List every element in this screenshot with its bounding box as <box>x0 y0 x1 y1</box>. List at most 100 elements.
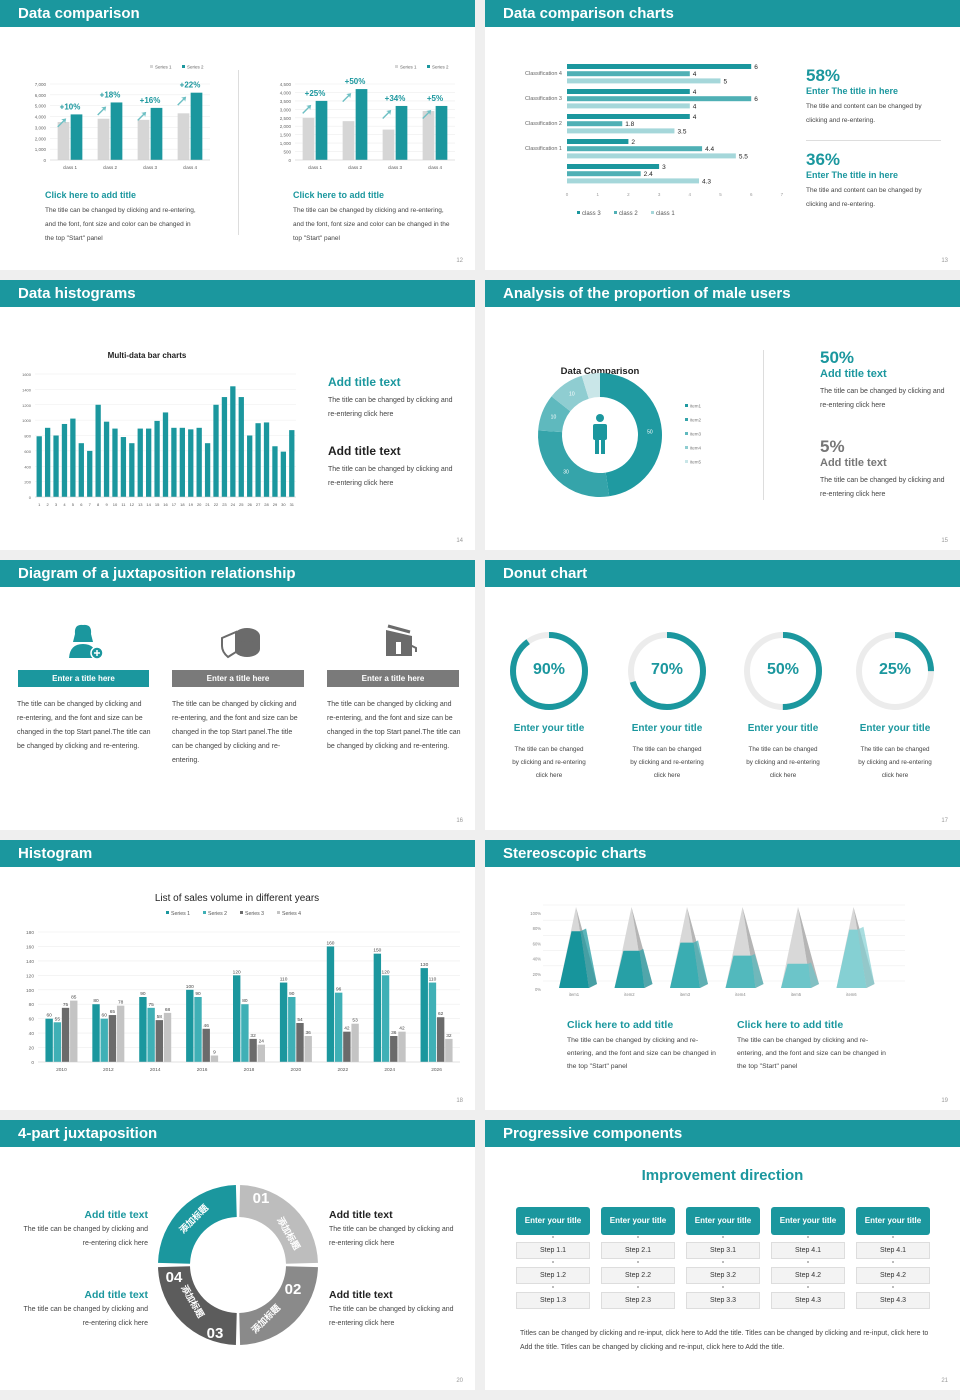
legend-label: item2 <box>690 418 702 423</box>
step-box[interactable]: Step 2.2 <box>601 1267 675 1284</box>
x-tick-label: 6 <box>750 192 753 197</box>
block-title[interactable]: Add title text <box>84 1289 148 1301</box>
y-tick-label: 6,000 <box>35 93 47 98</box>
data-label: 80 <box>93 998 99 1004</box>
stat-title[interactable]: Add title text <box>820 368 887 380</box>
ring-progress <box>510 632 588 710</box>
x-tick-label: 4 <box>63 502 66 507</box>
block-title[interactable]: Add title text <box>84 1209 148 1221</box>
column-title-button[interactable]: Enter your title <box>516 1207 590 1235</box>
pyramid-fill <box>559 931 589 988</box>
grouped-bar-chart: List of sales volume in different years S… <box>26 893 460 1073</box>
ring-text[interactable]: The title can be changed by clicking and… <box>512 746 586 779</box>
bar <box>188 429 194 497</box>
slide-title: 4-part juxtaposition <box>0 1120 475 1147</box>
step-box[interactable]: Step 4.1 <box>771 1242 845 1259</box>
title-bar-2[interactable]: Enter a title here <box>172 670 304 687</box>
block-title[interactable]: Click here to add title <box>567 1019 674 1031</box>
bar <box>213 404 219 497</box>
block-text[interactable]: The title can be changed by clicking and… <box>23 1226 148 1247</box>
divider <box>806 140 941 141</box>
stat-title[interactable]: Add title text <box>820 457 887 469</box>
step-box[interactable]: Step 2.1 <box>601 1242 675 1259</box>
block-text[interactable]: The title can be changed by clicking and… <box>329 1226 454 1247</box>
step-box[interactable]: Step 2.3 <box>601 1292 675 1309</box>
legend-swatch <box>614 211 617 214</box>
ring-title[interactable]: Enter your title <box>747 723 819 734</box>
column-title-button[interactable]: Enter your title <box>856 1207 930 1235</box>
block-text[interactable]: The title can be changed by clicking and… <box>737 1037 886 1070</box>
x-tick-label: 15 <box>155 502 160 507</box>
block-title[interactable]: Click here to add title <box>737 1019 844 1031</box>
x-tick-label: 14 <box>146 502 151 507</box>
block-text[interactable]: The title can be changed by clicking and… <box>329 1306 454 1327</box>
ring-text[interactable]: The title can be changed by clicking and… <box>746 746 820 779</box>
step-box[interactable]: Step 3.3 <box>686 1292 760 1309</box>
x-tick-label: 2020 <box>291 1067 302 1073</box>
column-title-button[interactable]: Enter your title <box>686 1207 760 1235</box>
bar <box>137 428 143 497</box>
stat-text[interactable]: The title and content can be changed by … <box>806 187 922 208</box>
ring-title[interactable]: Enter your title <box>859 723 931 734</box>
ring-text[interactable]: The title can be changed by clicking and… <box>858 746 932 779</box>
block-title[interactable]: Add title text <box>328 375 401 389</box>
step-box[interactable]: Step 3.1 <box>686 1242 760 1259</box>
connector-dot <box>722 1286 724 1288</box>
pyramid-fill-side <box>857 926 875 988</box>
legend-swatch <box>577 211 580 214</box>
growth-label: +50% <box>345 77 366 86</box>
block-text[interactable]: The title can be changed by clicking and… <box>23 1306 148 1327</box>
step-box[interactable]: Step 4.2 <box>856 1267 930 1284</box>
step-box[interactable]: Step 1.2 <box>516 1267 590 1284</box>
block-title[interactable]: Click here to add title <box>293 190 385 200</box>
bar <box>57 122 70 160</box>
block-text[interactable]: The title can be changed by clicking and… <box>328 397 453 418</box>
column-title-button[interactable]: Enter your title <box>771 1207 845 1235</box>
text-block: Click here to add title The title can be… <box>737 1019 887 1073</box>
block-text[interactable]: The title can be changed by clicking and… <box>45 207 196 242</box>
step-box[interactable]: Step 4.3 <box>771 1292 845 1309</box>
ring-text[interactable]: The title can be changed by clicking and… <box>630 746 704 779</box>
stat-title[interactable]: Enter The title in here <box>806 86 899 96</box>
slice-label: 10 <box>551 415 557 421</box>
title-bar-1[interactable]: Enter a title here <box>18 670 149 687</box>
block-title[interactable]: Add title text <box>329 1289 393 1301</box>
block-title[interactable]: Add title text <box>328 444 401 458</box>
stat-text[interactable]: The title can be changed by clicking and… <box>820 477 945 498</box>
step-box[interactable]: Step 4.2 <box>771 1267 845 1284</box>
bar <box>36 436 42 497</box>
block-title[interactable]: Click here to add title <box>45 190 137 200</box>
step-box[interactable]: Step 1.1 <box>516 1242 590 1259</box>
title-bar-3[interactable]: Enter a title here <box>327 670 459 687</box>
bar <box>567 139 629 144</box>
legend-swatch <box>150 65 153 68</box>
step-box[interactable]: Step 1.3 <box>516 1292 590 1309</box>
column-text[interactable]: The title can be changed by clicking and… <box>17 701 151 750</box>
step-box[interactable]: Step 3.2 <box>686 1267 760 1284</box>
footer-text[interactable]: Titles can be changed by clicking and re… <box>520 1330 929 1351</box>
bar <box>288 997 296 1062</box>
column-text[interactable]: The title can be changed by clicking and… <box>327 701 461 750</box>
step-box[interactable]: Step 4.3 <box>856 1292 930 1309</box>
legend-label: class 2 <box>619 211 638 217</box>
page-number: 15 <box>941 538 948 544</box>
slide-title: Data comparison charts <box>485 0 960 27</box>
ring-segment <box>239 1266 318 1345</box>
column-text[interactable]: The title can be changed by clicking and… <box>172 701 298 764</box>
stat-text[interactable]: The title can be changed by clicking and… <box>820 388 945 409</box>
block-text[interactable]: The title can be changed by clicking and… <box>293 207 450 242</box>
x-tick-label: 18 <box>180 502 185 507</box>
column-title-button[interactable]: Enter your title <box>601 1207 675 1235</box>
block-text[interactable]: The title can be changed by clicking and… <box>328 466 453 487</box>
stat-title[interactable]: Enter The title in here <box>806 170 899 180</box>
ring-title[interactable]: Enter your title <box>631 723 703 734</box>
ring-title[interactable]: Enter your title <box>513 723 585 734</box>
x-tick-label: item3 <box>680 992 691 997</box>
data-label: 75 <box>63 1002 69 1008</box>
block-title[interactable]: Add title text <box>329 1209 393 1221</box>
stat-text[interactable]: The title and content can be changed by … <box>806 103 922 124</box>
step-box[interactable]: Step 4.1 <box>856 1242 930 1259</box>
data-label: 90 <box>289 991 295 997</box>
x-tick-label: 13 <box>138 502 143 507</box>
block-text[interactable]: The title can be changed by clicking and… <box>567 1037 716 1070</box>
